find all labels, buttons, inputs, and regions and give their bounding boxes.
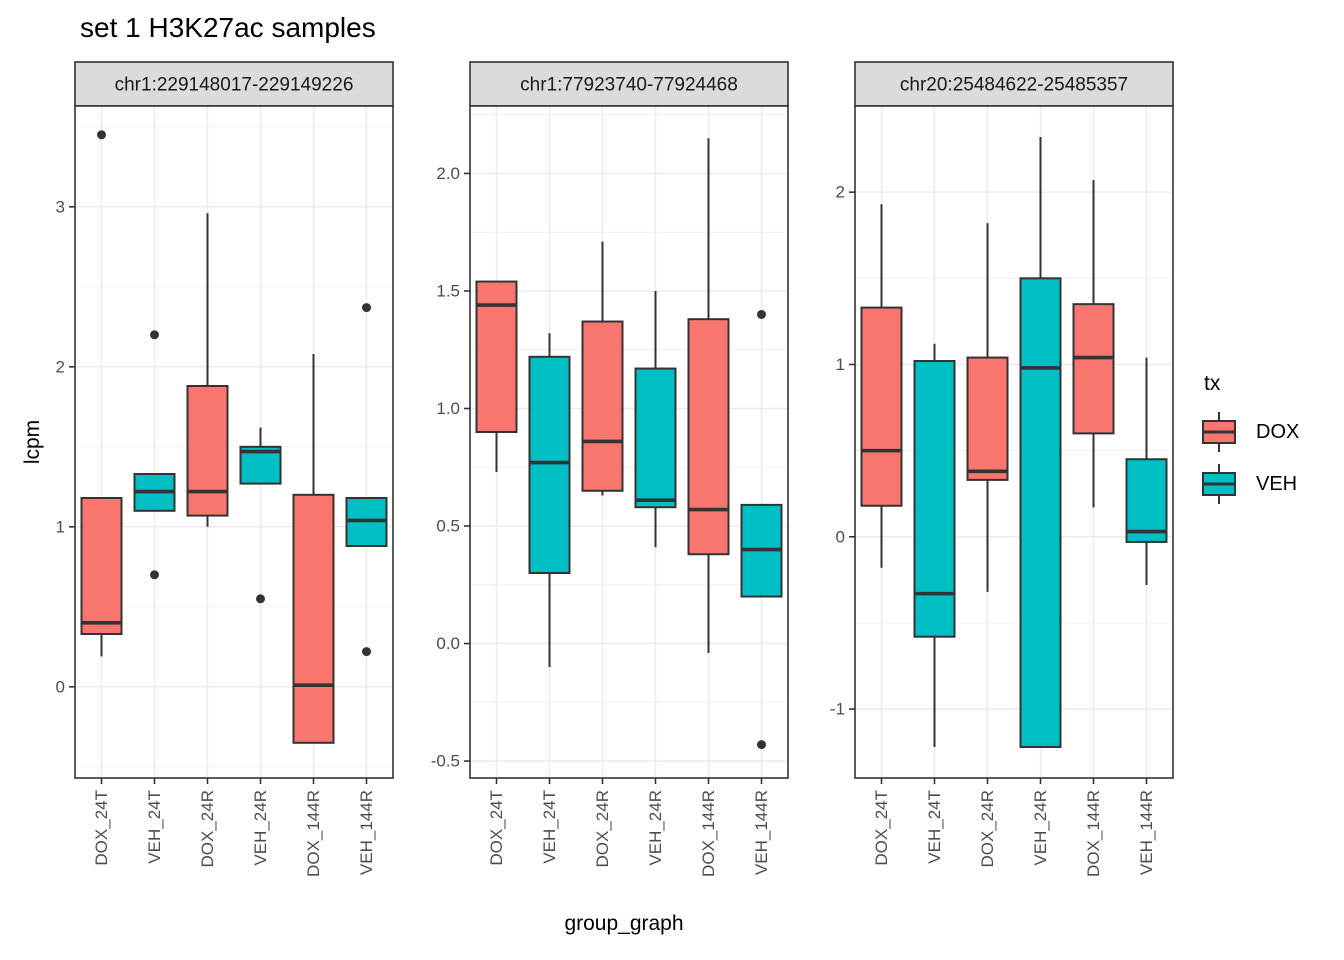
x-tick-label: DOX_24R: [198, 790, 217, 867]
outlier-point: [757, 740, 766, 750]
outlier-point: [256, 594, 265, 604]
box-VEH_24T: [528, 355, 571, 575]
box-DOX_144R: [292, 493, 335, 744]
panel-border: [854, 105, 1174, 779]
plot-title: set 1 H3K27ac samples: [80, 12, 376, 43]
legend: tx DOX VEH: [1200, 372, 1299, 514]
facet-panel: [855, 106, 1173, 778]
facet-strip: [74, 61, 394, 107]
box-VEH_144R: [1125, 458, 1168, 543]
y-axis-title: lcpm: [21, 419, 44, 465]
box-DOX_144R: [687, 318, 730, 556]
facet-strip-label: chr1:77923740-77924468: [520, 75, 738, 96]
box-VEH_24T: [913, 360, 956, 638]
y-tick-label: 1: [56, 517, 65, 536]
outlier-point: [150, 570, 159, 580]
y-tick-label: 0.5: [436, 517, 460, 536]
x-tick-label: DOX_24T: [92, 790, 111, 866]
box-VEH_24R: [1019, 277, 1062, 748]
panel-border: [74, 105, 394, 779]
y-tick-label: 1.5: [436, 281, 460, 300]
legend-label: VEH: [1256, 472, 1298, 495]
y-tick-label: 2: [836, 183, 845, 202]
y-tick-label: 0: [836, 527, 845, 546]
x-tick-label: DOX_144R: [1084, 790, 1103, 877]
outlier-point: [362, 303, 371, 313]
legend-title: tx: [1204, 372, 1221, 395]
y-tick-label: -0.5: [431, 752, 460, 771]
outlier-point: [97, 130, 106, 140]
outlier-point: [150, 330, 159, 340]
x-tick-label: VEH_24R: [646, 790, 665, 866]
legend-label: DOX: [1256, 420, 1300, 443]
facet-panel: [470, 106, 788, 778]
x-tick-label: DOX_24T: [487, 790, 506, 866]
box-DOX_24T: [80, 497, 123, 635]
x-tick-label: VEH_24R: [1031, 790, 1050, 866]
y-tick-label: 1.0: [436, 399, 460, 418]
y-tick-label: 2: [56, 357, 65, 376]
y-tick-label: 0: [56, 677, 65, 696]
x-tick-label: DOX_144R: [699, 790, 718, 877]
y-tick-label: 1: [836, 355, 845, 374]
x-tick-label: DOX_24R: [978, 790, 997, 867]
legend-entry-veh: VEH: [1200, 462, 1299, 506]
x-tick-label: VEH_24T: [925, 790, 944, 864]
panel-border: [469, 105, 789, 779]
x-tick-label: VEH_144R: [357, 790, 376, 875]
box-DOX_24T: [860, 306, 903, 507]
x-tick-label: DOX_144R: [304, 790, 323, 877]
box-DOX_24R: [966, 356, 1009, 481]
box-DOX_144R: [1072, 303, 1115, 435]
x-tick-label: DOX_24R: [593, 790, 612, 867]
outlier-point: [757, 309, 766, 319]
y-tick-label: -1: [830, 700, 845, 719]
x-tick-label: VEH_24R: [251, 790, 270, 866]
box-DOX_24R: [581, 320, 624, 492]
boxplot-key-icon: [1202, 464, 1236, 504]
legend-entry-dox: DOX: [1200, 410, 1299, 454]
boxplot-key-icon: [1202, 412, 1236, 452]
box-VEH_24R: [634, 367, 677, 509]
x-tick-label: VEH_24T: [145, 790, 164, 864]
y-tick-label: 2.0: [436, 164, 460, 183]
y-tick-label: 3: [56, 197, 65, 216]
x-tick-label: VEH_144R: [1137, 790, 1156, 875]
x-tick-label: DOX_24T: [872, 790, 891, 866]
facet-strip: [469, 61, 789, 107]
x-tick-label: VEH_24T: [540, 790, 559, 864]
facet-panel: [75, 106, 393, 778]
facet-strip-label: chr1:229148017-229149226: [115, 75, 354, 96]
outlier-point: [362, 647, 371, 657]
y-tick-label: 0.0: [436, 634, 460, 653]
facet-strip-label: chr20:25484622-25485357: [900, 75, 1128, 96]
box-DOX_24R: [186, 385, 229, 517]
facet-strip: [854, 61, 1174, 107]
x-axis-title: group_graph: [564, 912, 684, 935]
x-tick-label: VEH_144R: [752, 790, 771, 875]
